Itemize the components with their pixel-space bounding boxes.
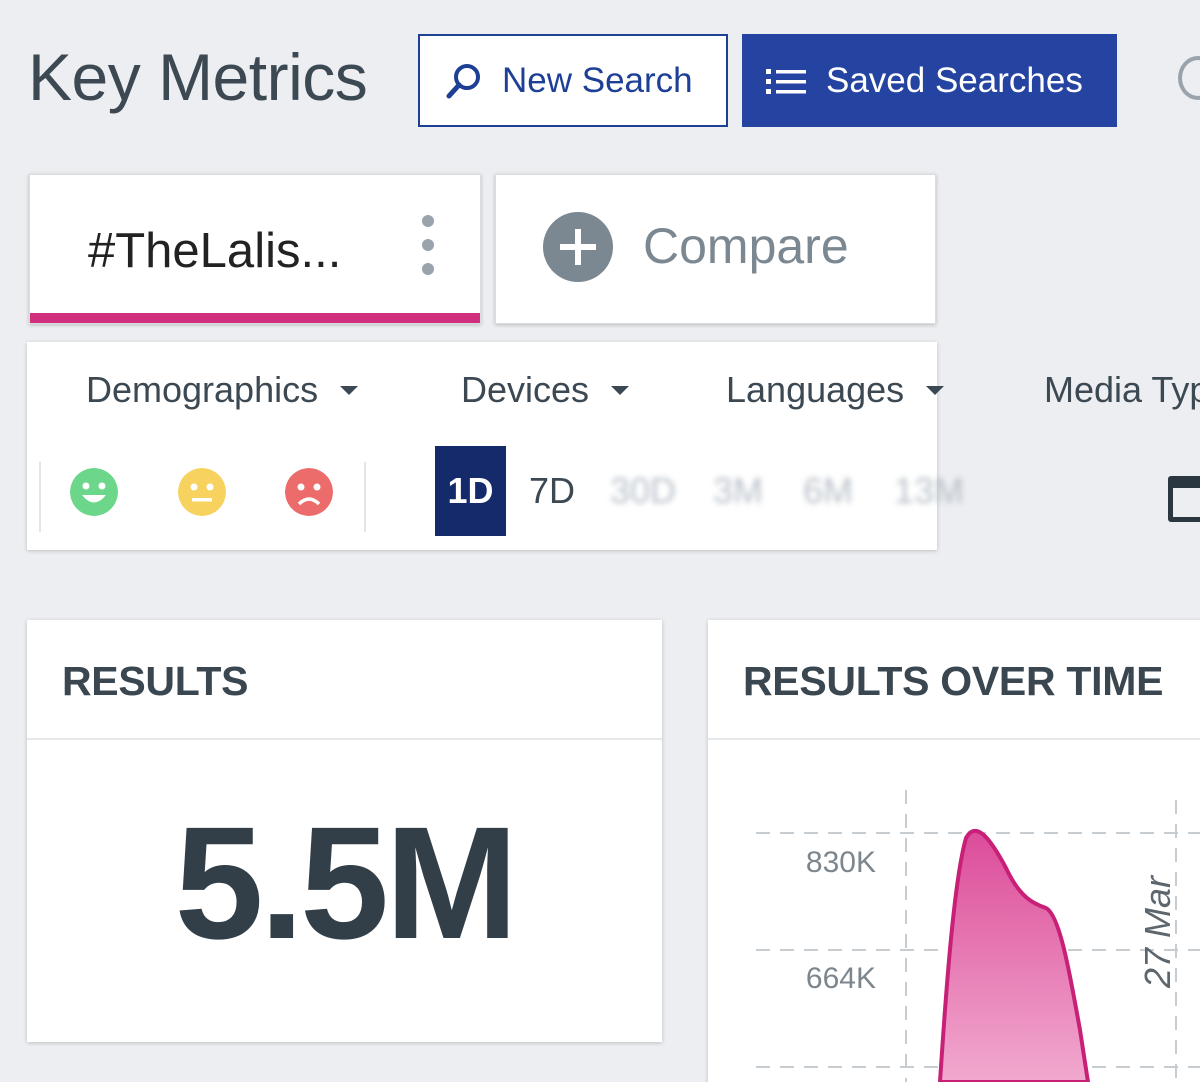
neutral-sentiment-icon[interactable] [178, 468, 226, 516]
tab-search-label: #TheLalis... [88, 224, 342, 278]
results-over-time-chart: 830K 664K 27 Mar [756, 790, 1200, 1082]
calendar-icon[interactable] [1168, 476, 1200, 522]
results-title: RESULTS [62, 658, 249, 704]
devices-dropdown[interactable]: Devices [461, 369, 630, 411]
search-icon [446, 63, 480, 98]
compare-button[interactable]: Compare [495, 174, 936, 324]
active-tab-indicator [30, 313, 480, 323]
devices-label: Devices [461, 369, 590, 410]
range-3m[interactable]: 3M [712, 470, 763, 511]
range-7d[interactable]: 7D [528, 470, 576, 511]
refresh-icon[interactable] [1178, 56, 1200, 100]
y-tick-label: 830K [806, 846, 876, 879]
positive-sentiment-icon[interactable] [70, 468, 118, 516]
list-icon [766, 68, 806, 94]
caret-down-icon [340, 385, 359, 395]
card-header: RESULTS OVER TIME [708, 620, 1200, 740]
new-search-label: New Search [502, 60, 693, 100]
results-over-time-title: RESULTS OVER TIME [743, 658, 1164, 704]
filters-panel: Demographics Devices Languages 1D 7D 30D… [27, 342, 964, 550]
range-13m[interactable]: 13M [893, 470, 965, 511]
series-area [938, 829, 1090, 1082]
media-type-dropdown[interactable]: Media Typ [1044, 369, 1200, 410]
results-value: 5.5M [174, 793, 519, 972]
range-30d[interactable]: 30D [609, 470, 677, 511]
languages-dropdown[interactable]: Languages [726, 369, 945, 411]
languages-label: Languages [726, 369, 905, 410]
demographics-label: Demographics [86, 369, 319, 410]
divider [39, 462, 41, 532]
tab-search-query[interactable]: #TheLalis... [29, 174, 481, 324]
saved-searches-label: Saved Searches [826, 60, 1083, 100]
demographics-dropdown[interactable]: Demographics [86, 369, 359, 411]
more-options-icon[interactable] [418, 215, 438, 275]
caret-down-icon [611, 385, 630, 395]
saved-searches-button[interactable]: Saved Searches [742, 34, 1117, 127]
compare-label: Compare [643, 218, 849, 274]
new-search-button[interactable]: New Search [418, 34, 728, 127]
card-header: RESULTS [27, 620, 662, 740]
y-tick-label: 664K [806, 962, 876, 995]
caret-down-icon [926, 385, 945, 395]
page-title: Key Metrics [28, 40, 368, 114]
negative-sentiment-icon[interactable] [285, 468, 333, 516]
results-card: RESULTS 5.5M [27, 620, 662, 1042]
add-circle-icon [543, 212, 613, 282]
range-6m[interactable]: 6M [802, 470, 853, 511]
date-annotation: 27 Mar [1137, 874, 1178, 989]
range-1d[interactable]: 1D [435, 446, 506, 536]
divider [364, 462, 366, 532]
